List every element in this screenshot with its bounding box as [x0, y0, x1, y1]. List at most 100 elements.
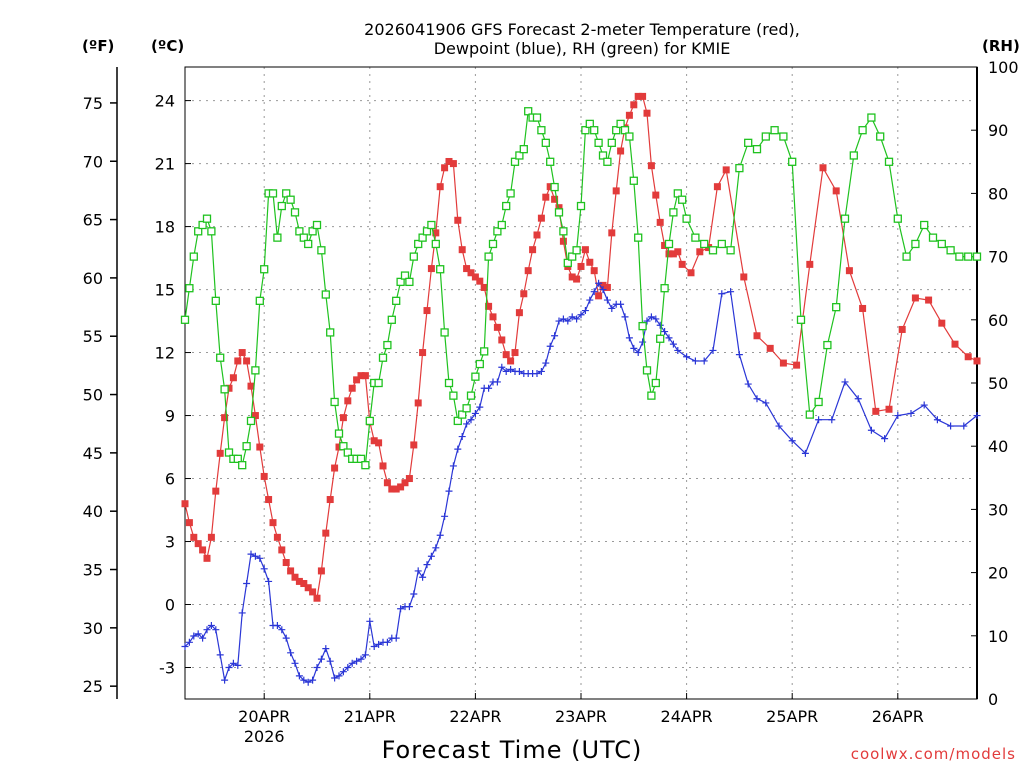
- temperature-point: [229, 374, 237, 382]
- dewpoint-point: [502, 367, 510, 375]
- dewpoint-point: [643, 317, 651, 325]
- rh-point: [563, 258, 572, 268]
- fahrenheit-tick-label: 30: [83, 619, 103, 638]
- axis-ticks: -3 0 3 6 9 12 15 18 21 24 25 30 35 40 45 50 55 60 65 70 75 0 1…: [83, 58, 1019, 746]
- rh-point: [691, 233, 700, 242]
- temperature-point: [793, 361, 801, 369]
- x-tick-label: 20APR: [238, 707, 290, 726]
- dewpoint-point: [718, 290, 726, 298]
- rh-point: [660, 284, 669, 293]
- dewpoint-point: [700, 357, 708, 365]
- temperature-point: [502, 351, 510, 359]
- temperature-point: [401, 479, 409, 487]
- temperature-point: [524, 267, 532, 275]
- dewpoint-point: [216, 651, 224, 659]
- dewpoint-point: [639, 338, 647, 346]
- temperature-point: [379, 462, 387, 470]
- temperature-point: [498, 336, 506, 344]
- temperature-point: [383, 479, 391, 487]
- rh-point: [317, 246, 326, 255]
- rh-point: [286, 195, 295, 204]
- dewpoint-point: [621, 313, 629, 321]
- rh-point: [642, 366, 652, 375]
- temperature-point: [608, 229, 616, 237]
- rh-point: [634, 233, 643, 242]
- temperature-point: [546, 183, 554, 191]
- rh-tick-label: 70: [988, 248, 1008, 267]
- rh-point: [378, 353, 388, 362]
- rh-point: [928, 233, 938, 242]
- dewpoint-point: [317, 655, 325, 663]
- temperature-point: [295, 577, 303, 585]
- rh-tick-label: 100: [988, 58, 1019, 77]
- rh-point: [440, 328, 449, 337]
- dewpoint-point: [251, 552, 259, 560]
- rh-point: [744, 138, 753, 147]
- celsius-tick-label: 12: [155, 344, 175, 363]
- temperature-point: [661, 241, 669, 249]
- temperature-point: [753, 332, 761, 340]
- rh-point: [330, 397, 339, 407]
- dewpoint-point: [920, 401, 928, 409]
- temperature-point: [669, 250, 677, 258]
- temperature-point: [507, 357, 515, 365]
- temperature-point: [529, 246, 537, 254]
- rh-point: [260, 265, 269, 274]
- rh-point: [616, 119, 625, 129]
- dewpoint-point: [273, 622, 281, 630]
- temperature-point: [445, 157, 453, 165]
- dewpoint-point: [392, 634, 400, 642]
- temperature-point: [551, 195, 559, 203]
- dewpoint-point: [656, 321, 664, 329]
- rh-point: [590, 126, 599, 135]
- dewpoint-point: [603, 296, 611, 304]
- dewpoint-point: [476, 403, 484, 411]
- rh-point: [427, 220, 436, 230]
- rh-point: [392, 296, 401, 305]
- dewpoint-point: [608, 304, 616, 312]
- dewpoint-point: [361, 651, 369, 659]
- temperature-point: [405, 475, 413, 483]
- dewpoint-point: [933, 416, 941, 424]
- dewpoint-point: [432, 544, 440, 552]
- rh-point: [840, 214, 850, 223]
- temperature-point: [260, 472, 268, 480]
- dewpoint-point: [485, 384, 493, 392]
- rh-point: [524, 107, 533, 116]
- rh-tick-label: 80: [988, 184, 1008, 203]
- rh-point: [198, 220, 207, 230]
- rh-point: [678, 195, 687, 204]
- rh-point: [458, 410, 467, 419]
- dewpoint-point: [339, 668, 347, 676]
- credit-text: coolwx.com/models: [851, 745, 1016, 763]
- temperature-point: [185, 519, 193, 527]
- temperature-point: [304, 584, 312, 592]
- temperature-point: [722, 166, 730, 174]
- rh-point: [612, 126, 621, 135]
- dewpoint-point: [493, 378, 501, 386]
- rh-point: [414, 239, 423, 249]
- temperature-point: [806, 260, 814, 268]
- temperature-point: [577, 262, 585, 270]
- rh-point: [480, 347, 489, 356]
- dewpoint-point: [669, 340, 677, 348]
- dewpoint-point: [225, 664, 233, 672]
- temperature-point: [361, 372, 369, 380]
- temperature-point: [639, 92, 647, 100]
- temperature-point: [511, 349, 519, 357]
- temperature-point: [951, 340, 959, 348]
- rh-point: [814, 397, 823, 407]
- temperature-point: [313, 594, 321, 602]
- rh-point: [550, 182, 559, 192]
- dewpoint-point: [634, 349, 642, 357]
- rh-point: [194, 227, 203, 236]
- rh-point: [770, 126, 779, 135]
- dewpoint-point: [260, 565, 268, 573]
- temperature-point: [674, 248, 682, 256]
- celsius-tick-label: 0: [165, 596, 175, 615]
- fahrenheit-tick-label: 45: [83, 444, 103, 463]
- temperature-point: [348, 384, 356, 392]
- rh-point: [546, 157, 555, 166]
- rh-point: [185, 284, 194, 293]
- rh-point: [726, 246, 735, 255]
